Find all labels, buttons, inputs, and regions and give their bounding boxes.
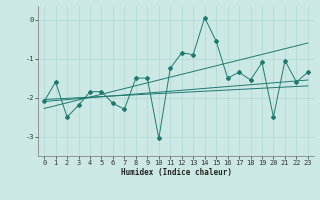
X-axis label: Humidex (Indice chaleur): Humidex (Indice chaleur): [121, 168, 231, 177]
